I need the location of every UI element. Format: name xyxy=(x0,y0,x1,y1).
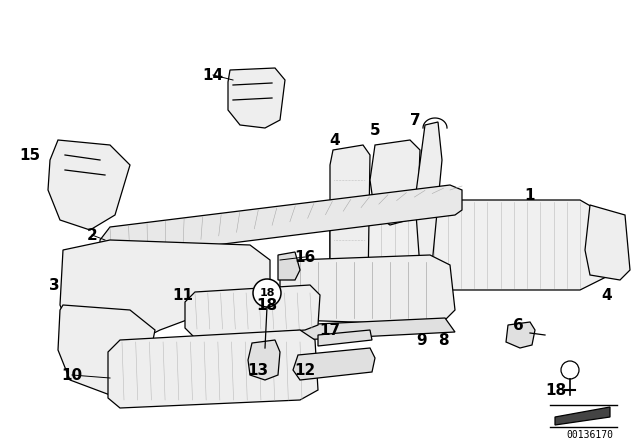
Polygon shape xyxy=(58,305,155,395)
Text: 18: 18 xyxy=(259,288,275,298)
Text: 13: 13 xyxy=(248,362,269,378)
Polygon shape xyxy=(100,185,462,258)
Text: 16: 16 xyxy=(294,250,316,264)
Text: 10: 10 xyxy=(61,367,83,383)
Text: 6: 6 xyxy=(513,318,524,332)
Polygon shape xyxy=(285,318,455,340)
Text: 4: 4 xyxy=(602,288,612,302)
Text: 5: 5 xyxy=(370,122,380,138)
Text: 11: 11 xyxy=(173,288,193,302)
Polygon shape xyxy=(585,205,630,280)
Polygon shape xyxy=(415,122,442,268)
Text: 17: 17 xyxy=(319,323,340,337)
Text: 15: 15 xyxy=(19,147,40,163)
Polygon shape xyxy=(108,330,318,408)
Text: 3: 3 xyxy=(49,277,60,293)
Polygon shape xyxy=(506,322,535,348)
Polygon shape xyxy=(248,340,280,380)
Text: 18: 18 xyxy=(257,297,278,313)
Text: 7: 7 xyxy=(410,112,420,128)
Text: 00136170: 00136170 xyxy=(566,430,614,440)
Polygon shape xyxy=(318,330,372,346)
Text: 4: 4 xyxy=(330,133,340,147)
Polygon shape xyxy=(185,285,320,338)
Polygon shape xyxy=(280,255,455,325)
Text: 9: 9 xyxy=(417,332,428,348)
Polygon shape xyxy=(60,240,270,350)
Text: 8: 8 xyxy=(438,332,448,348)
Text: 14: 14 xyxy=(202,68,223,82)
Polygon shape xyxy=(278,252,300,280)
Polygon shape xyxy=(555,407,610,425)
Polygon shape xyxy=(228,68,285,128)
Polygon shape xyxy=(293,348,375,380)
Polygon shape xyxy=(48,140,130,230)
Polygon shape xyxy=(330,200,620,290)
Text: 1: 1 xyxy=(525,188,535,202)
Circle shape xyxy=(253,279,281,307)
Text: 18: 18 xyxy=(545,383,566,397)
Polygon shape xyxy=(330,145,370,295)
Text: 12: 12 xyxy=(294,362,316,378)
Polygon shape xyxy=(370,140,420,225)
Text: 2: 2 xyxy=(86,228,97,242)
